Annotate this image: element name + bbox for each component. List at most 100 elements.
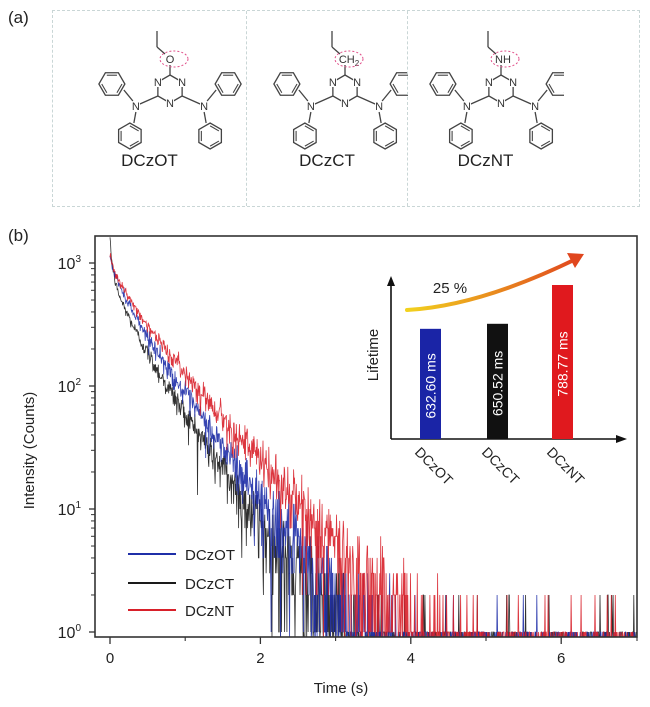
atom-mask: [341, 98, 349, 108]
highlight-ellipse: [334, 50, 364, 68]
trend-arrowhead: [567, 253, 584, 268]
double-bond: [129, 125, 139, 132]
molecule-cell-dczct: N N N CH2 N N DCzCT: [246, 11, 408, 206]
ring-bond: [529, 122, 554, 150]
atom-mask: [375, 101, 384, 111]
double-bond: [392, 83, 399, 94]
double-bond: [460, 125, 470, 132]
inset-category-label: DCzCT: [479, 444, 523, 488]
series-line-dcznt: [109, 253, 634, 637]
series-group: [109, 237, 637, 637]
atom-mask: [166, 98, 174, 108]
bond: [133, 111, 137, 124]
x-tick-label: 0: [106, 650, 114, 667]
atom-label: N: [132, 101, 140, 113]
double-bond: [447, 83, 454, 94]
atom-mask: [509, 77, 518, 87]
ring-bond: [98, 72, 126, 96]
atom-label: N: [178, 77, 186, 89]
x-tick-label: 4: [407, 650, 415, 667]
inset-bar-dcznt: [552, 285, 573, 439]
atom-mask: [531, 101, 540, 111]
bond: [378, 111, 382, 124]
ring-bond: [389, 72, 408, 96]
molecule-cell-dcznt: N N N NH N N DCzNT: [407, 11, 639, 206]
double-bond: [460, 140, 470, 147]
bond: [512, 95, 532, 105]
inset-category-label: DCzNT: [544, 444, 588, 488]
bond: [381, 89, 392, 102]
bond: [356, 95, 376, 105]
atom-label: N: [307, 101, 315, 113]
double-bond: [209, 125, 220, 132]
atom-mask: [306, 101, 315, 111]
ring-bond: [117, 122, 142, 150]
y-axis-label: Intensity (Counts): [21, 392, 38, 510]
ring-bond: [448, 122, 473, 150]
bond: [454, 89, 465, 102]
highlight-ellipse: [159, 50, 189, 68]
atom-label: N: [200, 101, 208, 113]
inset-annotation: 25 %: [433, 280, 467, 297]
atom-subscript: 2: [355, 59, 360, 68]
double-bond: [548, 83, 555, 94]
y-tick-exponent: 3: [75, 254, 81, 265]
legend: DCzOT DCzCT DCzNT: [128, 547, 235, 620]
bond: [487, 46, 497, 55]
double-bond: [116, 83, 123, 94]
inset-bar-value-label: 788.77 ms: [555, 331, 571, 396]
inset-bar-value-label: 650.52 ms: [490, 351, 506, 416]
atom-label: N: [329, 77, 337, 89]
atom-mask: [328, 77, 337, 87]
double-bond: [540, 125, 551, 132]
x-axis-label: Time (s): [314, 680, 368, 697]
bond: [298, 89, 309, 102]
atom-label: N: [497, 98, 505, 110]
atom-label: N: [166, 98, 174, 110]
atom-mask: [497, 98, 505, 108]
inset-bar-dczct: [487, 323, 508, 439]
inset-bar-value-label: 632.60 ms: [423, 353, 439, 418]
atom-label: NH: [495, 54, 511, 66]
ring-bond: [214, 72, 242, 96]
ring-bond: [545, 72, 564, 96]
bond: [123, 89, 134, 102]
double-bond: [304, 125, 314, 132]
molecule-name: DCzOT: [121, 151, 178, 170]
bond: [156, 46, 166, 55]
atom-mask: [462, 101, 471, 111]
y-tick-label: 103: [58, 254, 82, 273]
atom-mask: [484, 77, 493, 87]
double-bond: [209, 140, 220, 147]
bond: [331, 46, 341, 55]
legend-label: DCzNT: [185, 603, 234, 620]
ring-bond: [273, 72, 301, 96]
molecule-name: DCzNT: [457, 151, 514, 170]
series-line-dczot: [109, 255, 636, 637]
inset-y-label: Lifetime: [365, 329, 382, 382]
bond: [464, 111, 468, 124]
y-tick-label: 101: [58, 500, 82, 519]
atom-mask: [353, 77, 362, 87]
double-bond: [232, 83, 239, 94]
y-tick-label: 100: [58, 623, 82, 642]
inset-x-arrowhead: [616, 435, 627, 443]
atom-label: N: [375, 101, 383, 113]
inset-y-arrowhead: [387, 276, 395, 286]
atom-label: N: [509, 77, 517, 89]
bond: [181, 95, 201, 105]
atom-label: N: [154, 77, 162, 89]
double-bond: [540, 140, 551, 147]
atom-label: N: [531, 101, 539, 113]
bond: [470, 95, 490, 105]
ring-bond: [292, 122, 317, 150]
